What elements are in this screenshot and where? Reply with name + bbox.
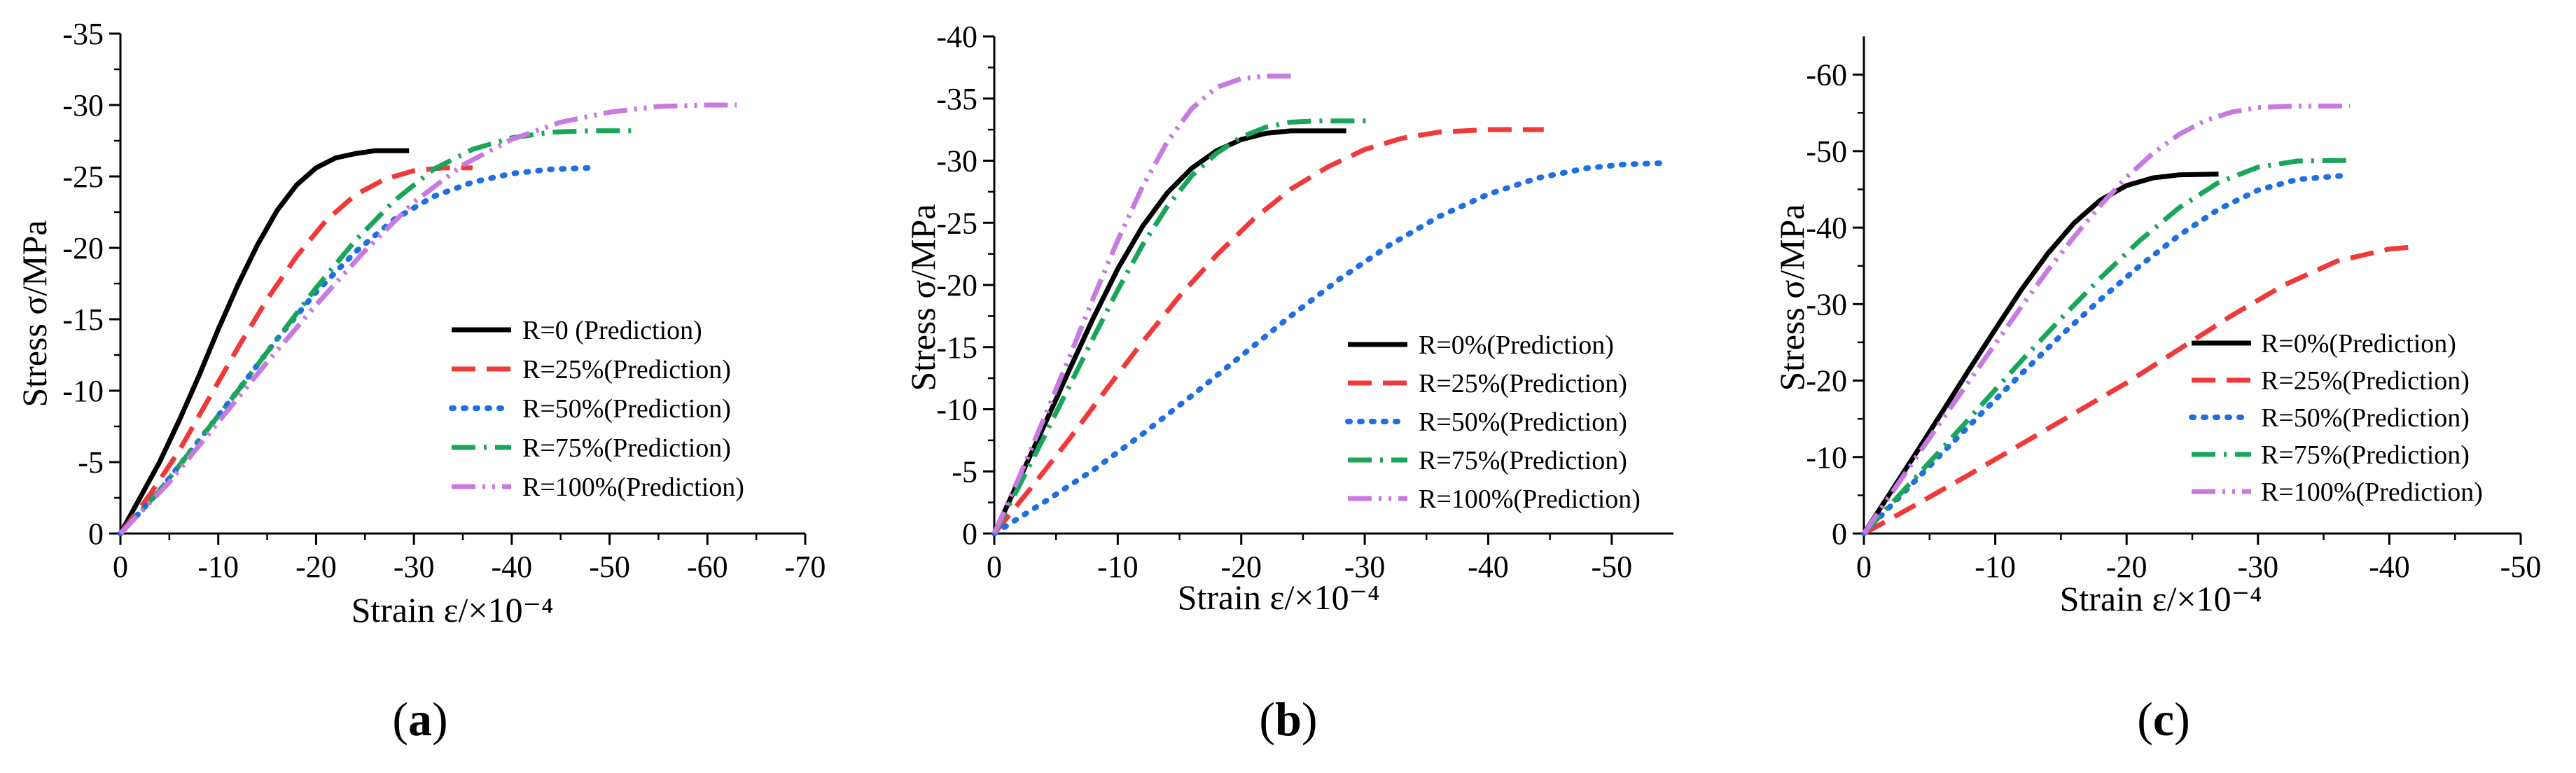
panel-a-x-tick-label: -40 [492,550,533,584]
panel-a-y-tick-label: -10 [62,374,104,408]
panel-a-y-tick-label: -20 [62,231,104,265]
panel-c-legend-label-1: R=25%(Prediction) [2261,366,2470,396]
panel-b-series-3-line [991,118,1371,535]
panel-c-y-tick-label: -50 [1806,134,1847,169]
panel-b-plot-marks: 0 -10 -20 -30 -40 -50 0 -5 -10 -15 -20 -25 -30 -35 -40 [936,20,1673,584]
panel-b-caption: (b) [1259,692,1317,746]
panel-a-legend-label-3: R=75%(Prediction) [522,433,731,463]
panel-b-legend-label-2: R=50%(Prediction) [1419,408,1627,437]
panel-b-y-tick-label: -35 [936,82,977,116]
panel-c-x-tick-label: -10 [1975,550,2016,584]
panel-c-y-tick-label: -10 [1806,440,1847,475]
panel-b-y-tick-label: -40 [936,20,977,54]
panel-b-x-tick-label: -50 [1591,550,1632,584]
panel-c-x-tick-label: -40 [2369,550,2410,584]
panel-a-x-tick-label: -20 [295,550,337,584]
panel-b-y-tick-label: -5 [952,454,977,489]
panel-c-y-tick-label: -20 [1806,364,1847,398]
panel-b-legend-label-4: R=100%(Prediction) [1419,485,1641,514]
panel-c-legend-label-3: R=75%(Prediction) [2261,440,2470,470]
panel-b-legend: R=0%(Prediction) R=25%(Prediction) R=50%… [1345,330,1641,514]
panel-b-y-tick-label: 0 [962,517,977,551]
panel-c-series-2-line [1861,172,2346,536]
panel-a-series-1-line [118,165,473,536]
panel-c-y-tick-label: -60 [1806,58,1847,92]
panel-a-y-tick-label: -30 [62,88,104,123]
panel-c-legend-label-2: R=50%(Prediction) [2261,403,2470,433]
panel-a-x-tick-label: -60 [687,550,728,584]
panel-c-ylabel: Stress σ/MPa [1772,204,1811,391]
panel-b-y-tick-label: -15 [936,330,977,365]
panel-c-x-tick-label: -30 [2237,550,2278,584]
panel-c-legend: R=0%(Prediction) R=25%(Prediction) R=50%… [2189,329,2483,507]
panel-a-series-0-line [118,148,410,535]
panel-c-y-tick-label: -40 [1806,211,1847,245]
panel-b-series-4-line [991,74,1297,535]
panel-c-legend-label-0: R=0%(Prediction) [2261,329,2456,358]
panel-c-x-tick-label: 0 [1856,550,1872,584]
panel-c-series-3-line [1862,158,2351,536]
panel-b-legend-label-3: R=75%(Prediction) [1419,446,1627,475]
panel-b: 0 -10 -20 -30 -40 -50 0 -5 -10 -15 -20 -25 -30 -35 -40… [903,20,1673,746]
panel-a: 0 -10 -20 -30 -40 -50 -60 -70 0 -5 -10 -15 -20 -25 -30… [15,17,826,746]
panel-b-y-tick-label: -25 [936,206,977,240]
panel-a-legend-label-2: R=50%(Prediction) [522,394,731,424]
panel-b-x-tick-label: -40 [1468,550,1509,584]
panel-a-series-2-line [118,165,593,536]
panel-b-series-0-line [991,128,1346,535]
panel-c-legend-label-4: R=100%(Prediction) [2261,478,2483,507]
panel-a-series-4-line [118,102,737,536]
panel-b-x-tick-label: -10 [1097,550,1139,584]
panel-c-plot-marks: 0 -10 -20 -30 -40 -50 0 -10 -20 -30 -40 -50 -60 [1806,36,2541,584]
panel-c-xlabel: Strain ε/×10⁻⁴ [2060,579,2262,618]
panel-b-xlabel: Strain ε/×10⁻⁴ [1178,578,1380,617]
panel-b-x-tick-label: 0 [987,550,1002,584]
panel-a-x-tick-label: -50 [589,550,630,584]
panel-a-x-tick-label: 0 [113,550,128,584]
panel-a-y-tick-label: -25 [62,160,104,194]
panel-c-x-tick-label: -20 [2106,550,2147,584]
panel-b-y-tick-label: -30 [936,144,977,179]
panel-b-series-1-line [992,127,1544,536]
panel-c-x-tick-label: -50 [2500,550,2542,584]
panel-b-series-2-line [991,160,1664,536]
panel-c-series-1-line [1863,244,2416,536]
panel-a-caption: (a) [392,692,447,746]
panel-c-caption: (c) [2137,692,2190,746]
panel-a-legend-label-4: R=100%(Prediction) [522,473,744,502]
panel-a-y-tick-label: -15 [62,302,104,337]
panel-a-x-tick-label: -10 [197,550,239,584]
panel-a-legend: R=0 (Prediction) R=25%(Prediction) R=50%… [449,316,744,502]
panel-b-legend-label-0: R=0%(Prediction) [1419,330,1614,360]
panel-b-y-tick-label: -10 [936,393,977,427]
panel-a-legend-label-1: R=25%(Prediction) [522,355,731,384]
panel-a-xlabel: Strain ε/×10⁻⁴ [351,590,554,629]
panel-a-x-tick-label: -30 [394,550,435,584]
panel-c-y-tick-label: -30 [1806,287,1847,321]
panel-a-y-tick-label: -35 [62,17,104,51]
panel-b-legend-label-1: R=25%(Prediction) [1419,369,1627,398]
panel-a-plot-marks: 0 -10 -20 -30 -40 -50 -60 -70 0 -5 -10 -15 -20 -25 -30… [62,17,826,584]
panel-b-y-tick-label: -20 [936,268,977,302]
panel-a-y-tick-label: 0 [88,517,104,551]
panel-c-series-4-line [1862,103,2351,535]
panel-a-x-tick-label: -70 [785,550,826,584]
panel-a-series-3-line [118,128,639,536]
panel-a-legend-label-0: R=0 (Prediction) [522,316,702,345]
panel-c-y-tick-label: 0 [1832,517,1847,551]
panel-a-y-tick-label: -5 [78,445,104,480]
panel-c: 0 -10 -20 -30 -40 -50 0 -10 -20 -30 -40 -50 -60 Stra… [1772,36,2541,746]
panel-c-series-0-line [1862,172,2219,535]
panel-b-x-tick-label: -20 [1220,550,1262,584]
panel-b-x-tick-label: -30 [1344,550,1386,584]
panel-b-ylabel: Stress σ/MPa [903,204,942,391]
panel-a-ylabel: Stress σ/MPa [15,220,54,407]
